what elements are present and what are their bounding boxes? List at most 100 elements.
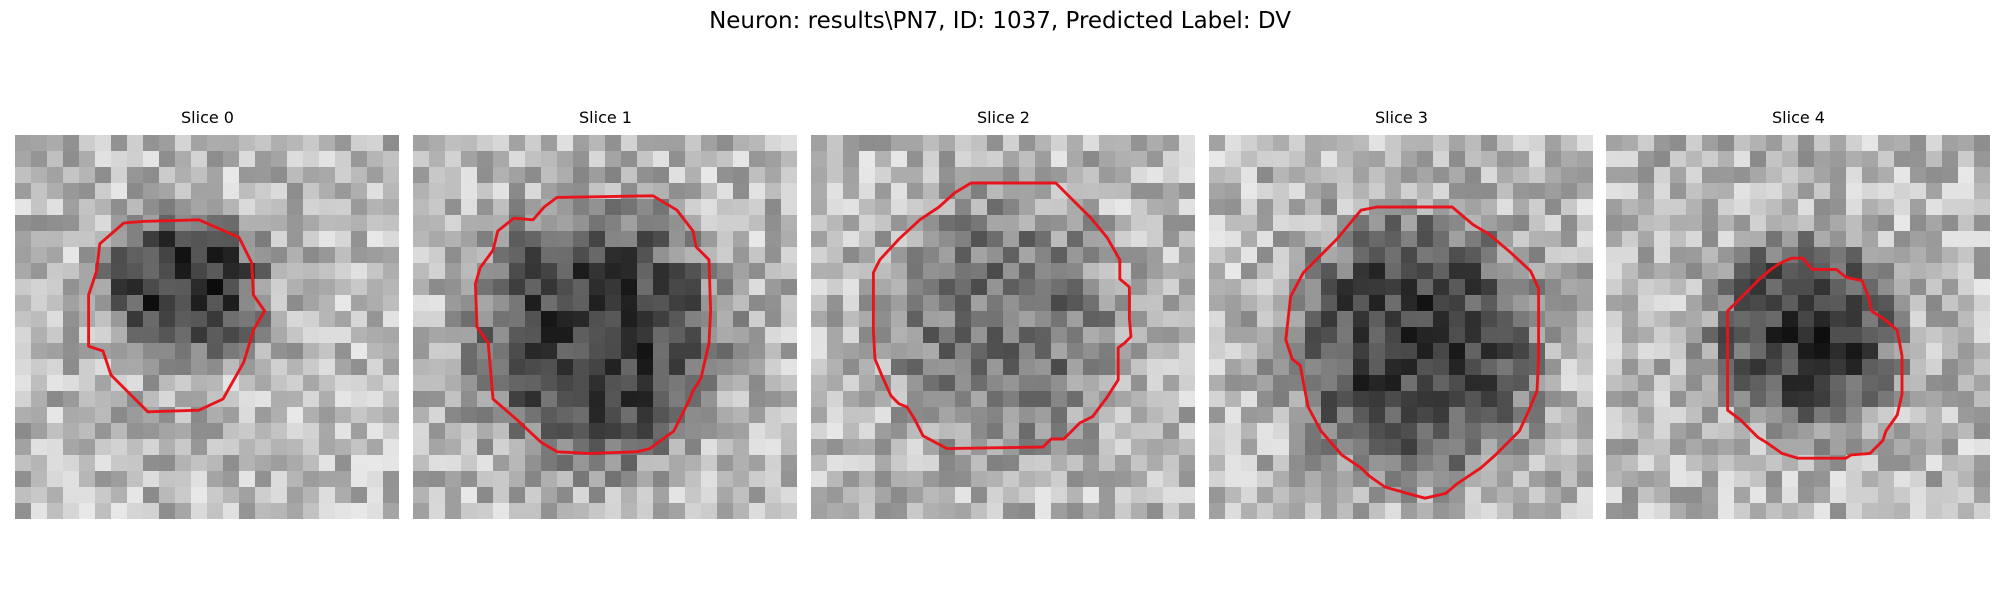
pixel bbox=[1163, 423, 1180, 440]
pixel bbox=[1830, 503, 1847, 519]
pixel bbox=[955, 487, 972, 504]
pixel bbox=[1686, 375, 1703, 392]
pixel bbox=[1305, 199, 1322, 216]
pixel bbox=[175, 215, 192, 232]
pixel bbox=[685, 279, 702, 296]
pixel bbox=[1878, 471, 1895, 488]
pixel bbox=[1497, 311, 1514, 328]
pixel bbox=[1529, 135, 1546, 152]
pixel bbox=[1894, 311, 1911, 328]
pixel bbox=[891, 455, 908, 472]
pixel bbox=[1734, 327, 1751, 344]
pixel bbox=[573, 455, 590, 472]
pixel bbox=[1337, 327, 1354, 344]
pixel bbox=[207, 359, 224, 376]
pixel bbox=[1878, 199, 1895, 216]
pixel bbox=[335, 423, 352, 440]
pixel bbox=[1257, 167, 1274, 184]
pixel bbox=[1401, 263, 1418, 280]
pixel bbox=[875, 295, 892, 312]
pixel bbox=[1686, 471, 1703, 488]
pixel bbox=[1289, 183, 1306, 200]
pixel bbox=[47, 471, 64, 488]
pixel bbox=[1433, 247, 1450, 264]
pixel bbox=[621, 487, 638, 504]
pixel bbox=[1433, 375, 1450, 392]
pixel bbox=[271, 327, 288, 344]
pixel bbox=[143, 151, 160, 168]
pixel bbox=[1702, 183, 1719, 200]
pixel bbox=[1670, 359, 1687, 376]
pixel bbox=[1401, 439, 1418, 456]
pixel bbox=[461, 167, 478, 184]
pixel bbox=[1209, 439, 1226, 456]
pixel bbox=[1449, 327, 1466, 344]
pixel bbox=[1353, 295, 1370, 312]
pixel bbox=[383, 455, 399, 472]
pixel bbox=[303, 151, 320, 168]
pixel bbox=[271, 183, 288, 200]
pixel bbox=[429, 407, 446, 424]
pixel bbox=[15, 359, 32, 376]
pixel bbox=[1099, 295, 1116, 312]
pixel bbox=[1686, 199, 1703, 216]
pixel bbox=[1115, 199, 1132, 216]
pixel bbox=[1067, 423, 1084, 440]
pixel bbox=[367, 407, 384, 424]
pixel bbox=[637, 311, 654, 328]
pixel bbox=[875, 343, 892, 360]
pixel bbox=[811, 215, 828, 232]
pixel bbox=[271, 247, 288, 264]
pixel bbox=[1067, 487, 1084, 504]
pixel bbox=[445, 503, 462, 519]
pixel bbox=[1830, 231, 1847, 248]
pixel bbox=[923, 247, 940, 264]
pixel bbox=[175, 167, 192, 184]
pixel bbox=[175, 487, 192, 504]
pixel bbox=[923, 135, 940, 152]
pixel bbox=[1894, 151, 1911, 168]
pixel bbox=[541, 471, 558, 488]
pixel bbox=[1782, 215, 1799, 232]
pixel bbox=[859, 231, 876, 248]
pixel bbox=[1163, 311, 1180, 328]
pixel bbox=[47, 311, 64, 328]
pixel bbox=[1131, 407, 1148, 424]
pixel bbox=[493, 215, 510, 232]
pixel bbox=[351, 167, 368, 184]
pixel bbox=[31, 311, 48, 328]
pixel bbox=[1830, 343, 1847, 360]
pixel bbox=[1814, 407, 1831, 424]
pixel bbox=[1910, 263, 1927, 280]
pixel bbox=[1051, 247, 1068, 264]
pixel bbox=[1083, 503, 1100, 519]
pixel bbox=[1686, 183, 1703, 200]
pixel bbox=[1241, 327, 1258, 344]
pixel bbox=[1846, 407, 1863, 424]
pixel bbox=[987, 167, 1004, 184]
pixel bbox=[653, 391, 670, 408]
pixel bbox=[1974, 199, 1990, 216]
pixel bbox=[1577, 455, 1593, 472]
pixel bbox=[319, 455, 336, 472]
pixel bbox=[525, 407, 542, 424]
pixel bbox=[1750, 343, 1767, 360]
pixel bbox=[493, 423, 510, 440]
pixel bbox=[1606, 359, 1623, 376]
pixel bbox=[653, 327, 670, 344]
pixel bbox=[669, 487, 686, 504]
pixel bbox=[1974, 295, 1990, 312]
pixel bbox=[843, 455, 860, 472]
pixel bbox=[1209, 311, 1226, 328]
pixel bbox=[1321, 183, 1338, 200]
pixel bbox=[1067, 279, 1084, 296]
pixel bbox=[1417, 151, 1434, 168]
pixel bbox=[159, 199, 176, 216]
pixel bbox=[955, 391, 972, 408]
pixel bbox=[1179, 263, 1195, 280]
pixel bbox=[1926, 343, 1943, 360]
pixel bbox=[303, 439, 320, 456]
pixel bbox=[1577, 439, 1593, 456]
pixel bbox=[1766, 455, 1783, 472]
pixel bbox=[79, 151, 96, 168]
